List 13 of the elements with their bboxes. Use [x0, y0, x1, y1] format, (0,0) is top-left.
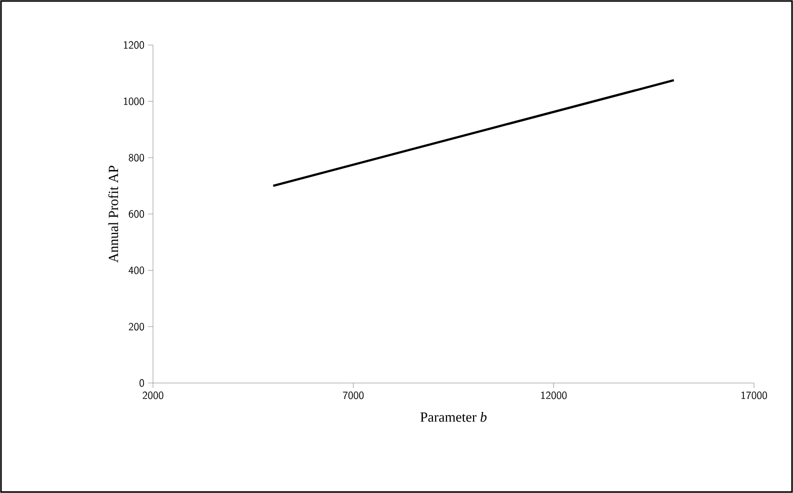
x-tick-label: 2000 [142, 392, 164, 400]
y-tick-label: 800 [128, 154, 144, 162]
x-tick-label: 7000 [343, 392, 364, 400]
y-tick-label: 0 [140, 379, 144, 387]
x-tick-label: 17000 [742, 392, 767, 400]
y-tick-label: 400 [128, 266, 144, 274]
x-tick-label: 12000 [541, 392, 567, 400]
y-tick-label: 200 [128, 322, 144, 330]
y-axis-title: Annual Profit AP [108, 166, 118, 263]
y-tick-label: 1200 [124, 41, 144, 49]
y-tick-label: 1000 [124, 98, 144, 106]
y-tick-label: 600 [128, 210, 144, 218]
x-axis-title: Parameter b [420, 412, 487, 422]
